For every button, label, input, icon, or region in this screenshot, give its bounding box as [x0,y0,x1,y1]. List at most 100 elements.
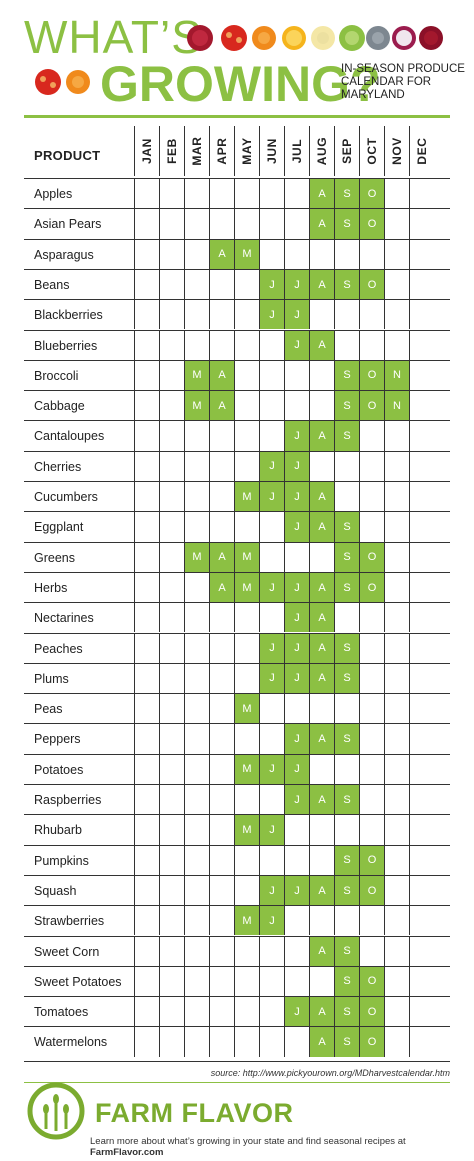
empty-cell [384,966,409,997]
empty-cell [259,239,284,269]
empty-cell [134,754,159,784]
empty-cell [159,300,184,330]
empty-cell [409,542,434,572]
table-row: Plums J J A S [24,662,450,694]
header-rule [24,115,450,118]
empty-cell [259,512,284,542]
empty-cell [234,512,259,542]
empty-cell [184,875,209,906]
empty-cell [334,754,359,784]
empty-cell [134,997,159,1027]
table-row: Cherries J J [24,450,450,481]
empty-cell [384,330,409,360]
empty-cell [409,239,434,269]
empty-cell [409,724,434,754]
month-header-dec: DEC [409,126,434,176]
empty-cell [409,421,434,451]
empty-cell [234,451,259,481]
empty-cell [184,724,209,754]
empty-cell [234,785,259,815]
empty-cell [234,179,259,209]
empty-cell [359,754,384,784]
in-season-cell: A [309,663,334,694]
empty-cell [209,754,234,784]
empty-cell [284,815,309,845]
empty-cell [234,966,259,997]
empty-cell [184,633,209,663]
table-row: Potatoes M J J [24,753,450,784]
product-name: Sweet Potatoes [34,974,122,989]
in-season-cell: S [334,724,359,754]
empty-cell [309,391,334,421]
in-season-cell: M [234,694,259,724]
empty-cell [309,300,334,330]
empty-cell [159,512,184,542]
empty-cell [134,330,159,360]
empty-cell [184,421,209,451]
empty-cell [159,966,184,997]
in-season-cell: S [334,391,359,421]
empty-cell [359,482,384,512]
empty-cell [184,300,209,330]
empty-cell [309,451,334,481]
in-season-cell: O [359,179,384,209]
in-season-cell: S [334,360,359,391]
beet-slice-icon [419,26,443,50]
product-name: Potatoes [34,762,84,777]
in-season-cell: O [359,966,384,997]
in-season-cell: S [334,633,359,663]
empty-cell [234,269,259,300]
table-row: Blackberries J J [24,299,450,330]
empty-cell [409,512,434,542]
empty-cell [409,875,434,906]
empty-cell [359,785,384,815]
empty-cell [384,815,409,845]
product-name: Watermelons [34,1035,108,1050]
empty-cell [334,694,359,724]
footer-tagline: Learn more about what’s growing in your … [90,1136,474,1158]
product-name: Blackberries [34,308,103,323]
header: WHAT’S GROWING? IN-SEASON PRODUCE CALEND… [0,0,474,118]
in-season-cell: M [234,239,259,269]
empty-cell [384,1027,409,1057]
empty-cell [184,482,209,512]
empty-cell [234,663,259,694]
table-bottom-rule [24,1061,450,1062]
tagline-link[interactable]: FarmFlavor.com [90,1147,164,1158]
empty-cell [284,694,309,724]
empty-cell [209,936,234,966]
table-row: Nectarines J A [24,602,450,633]
empty-cell [334,300,359,330]
empty-cell [409,694,434,724]
in-season-cell: S [334,845,359,875]
empty-cell [409,269,434,300]
empty-cell [234,603,259,633]
empty-cell [359,239,384,269]
empty-cell [384,300,409,330]
empty-cell [259,936,284,966]
empty-cell [309,845,334,875]
month-header-feb: FEB [159,126,184,176]
empty-cell [409,785,434,815]
month-header-label: APR [215,137,229,165]
onion-icon [392,26,416,50]
empty-cell [159,754,184,784]
empty-cell [384,239,409,269]
product-name: Asian Pears [34,217,102,232]
product-column-header: PRODUCT [34,148,101,163]
farm-flavor-logo-icon [27,1082,85,1140]
empty-cell [134,300,159,330]
empty-cell [309,239,334,269]
empty-cell [159,330,184,360]
empty-cell [134,239,159,269]
empty-cell [184,997,209,1027]
empty-cell [209,845,234,875]
empty-cell [284,391,309,421]
in-season-cell: M [234,542,259,572]
empty-cell [159,1027,184,1057]
empty-cell [409,300,434,330]
empty-cell [409,845,434,875]
empty-cell [209,1027,234,1057]
table-row: Apples A S O [24,178,450,209]
empty-cell [259,421,284,451]
